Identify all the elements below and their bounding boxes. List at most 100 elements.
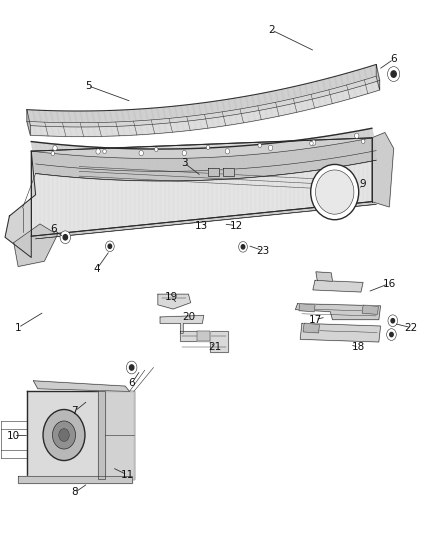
Polygon shape bbox=[61, 154, 70, 177]
Polygon shape bbox=[290, 141, 294, 210]
Polygon shape bbox=[225, 143, 230, 216]
Polygon shape bbox=[240, 96, 249, 113]
Polygon shape bbox=[156, 146, 161, 223]
Polygon shape bbox=[364, 78, 374, 94]
Polygon shape bbox=[135, 158, 143, 181]
Circle shape bbox=[258, 143, 261, 148]
Polygon shape bbox=[74, 146, 83, 168]
Polygon shape bbox=[157, 107, 166, 124]
Polygon shape bbox=[33, 122, 42, 136]
Polygon shape bbox=[350, 139, 355, 204]
Circle shape bbox=[96, 149, 100, 154]
Polygon shape bbox=[337, 143, 346, 166]
Polygon shape bbox=[173, 158, 182, 181]
Polygon shape bbox=[33, 110, 42, 126]
Polygon shape bbox=[57, 111, 66, 127]
Circle shape bbox=[268, 145, 273, 150]
Polygon shape bbox=[66, 145, 74, 168]
Polygon shape bbox=[161, 146, 165, 223]
Polygon shape bbox=[346, 142, 355, 165]
Polygon shape bbox=[100, 148, 105, 229]
Polygon shape bbox=[268, 152, 277, 175]
Text: 6: 6 bbox=[390, 54, 397, 64]
Polygon shape bbox=[294, 150, 303, 173]
Polygon shape bbox=[316, 147, 325, 169]
Polygon shape bbox=[122, 110, 131, 126]
Polygon shape bbox=[217, 157, 225, 180]
Polygon shape bbox=[110, 122, 119, 136]
Polygon shape bbox=[313, 280, 363, 292]
Polygon shape bbox=[252, 94, 261, 111]
Polygon shape bbox=[193, 103, 202, 120]
Polygon shape bbox=[204, 158, 212, 180]
Polygon shape bbox=[258, 104, 267, 119]
Text: 10: 10 bbox=[7, 431, 20, 441]
Circle shape bbox=[43, 409, 85, 461]
Polygon shape bbox=[122, 148, 126, 227]
Text: 12: 12 bbox=[230, 221, 243, 231]
Polygon shape bbox=[169, 149, 178, 171]
Polygon shape bbox=[182, 158, 191, 181]
Polygon shape bbox=[35, 151, 40, 236]
Polygon shape bbox=[305, 83, 314, 100]
Polygon shape bbox=[355, 131, 363, 154]
Polygon shape bbox=[328, 145, 337, 168]
Polygon shape bbox=[317, 79, 326, 97]
Polygon shape bbox=[273, 142, 277, 212]
Polygon shape bbox=[49, 153, 57, 176]
Polygon shape bbox=[208, 157, 217, 180]
Polygon shape bbox=[290, 141, 299, 164]
Polygon shape bbox=[161, 149, 169, 172]
Polygon shape bbox=[116, 122, 125, 136]
Polygon shape bbox=[337, 134, 346, 157]
Text: 4: 4 bbox=[93, 264, 100, 274]
Polygon shape bbox=[258, 93, 267, 110]
Polygon shape bbox=[277, 141, 281, 211]
Polygon shape bbox=[195, 158, 204, 180]
Polygon shape bbox=[281, 141, 286, 211]
Polygon shape bbox=[346, 71, 356, 89]
Polygon shape bbox=[116, 110, 125, 126]
Polygon shape bbox=[346, 132, 355, 155]
Polygon shape bbox=[238, 156, 247, 178]
Polygon shape bbox=[105, 148, 113, 170]
Polygon shape bbox=[152, 146, 156, 224]
Polygon shape bbox=[57, 154, 66, 176]
Polygon shape bbox=[98, 123, 107, 136]
Polygon shape bbox=[70, 155, 79, 177]
Polygon shape bbox=[228, 110, 237, 125]
Polygon shape bbox=[45, 110, 54, 127]
Polygon shape bbox=[105, 157, 113, 180]
Polygon shape bbox=[225, 147, 234, 169]
Polygon shape bbox=[325, 136, 333, 159]
Polygon shape bbox=[68, 123, 78, 136]
Polygon shape bbox=[222, 99, 232, 116]
Polygon shape bbox=[225, 156, 234, 179]
Polygon shape bbox=[109, 148, 113, 228]
Polygon shape bbox=[221, 147, 230, 169]
Polygon shape bbox=[303, 140, 307, 208]
Polygon shape bbox=[307, 140, 311, 208]
Polygon shape bbox=[139, 158, 148, 181]
Polygon shape bbox=[178, 149, 187, 171]
Polygon shape bbox=[5, 151, 35, 257]
Polygon shape bbox=[333, 134, 342, 157]
Polygon shape bbox=[299, 84, 309, 101]
Polygon shape bbox=[126, 158, 135, 181]
Circle shape bbox=[59, 429, 69, 441]
Polygon shape bbox=[325, 140, 328, 206]
Polygon shape bbox=[335, 75, 344, 92]
Polygon shape bbox=[255, 142, 260, 213]
Text: 6: 6 bbox=[128, 378, 135, 389]
Polygon shape bbox=[216, 112, 226, 126]
Polygon shape bbox=[113, 148, 117, 228]
Polygon shape bbox=[105, 148, 109, 229]
Polygon shape bbox=[66, 150, 70, 233]
Polygon shape bbox=[328, 139, 333, 206]
Polygon shape bbox=[92, 157, 100, 179]
Polygon shape bbox=[152, 159, 161, 181]
Circle shape bbox=[53, 421, 75, 449]
Polygon shape bbox=[131, 158, 139, 181]
Polygon shape bbox=[376, 64, 380, 90]
Polygon shape bbox=[208, 144, 212, 219]
